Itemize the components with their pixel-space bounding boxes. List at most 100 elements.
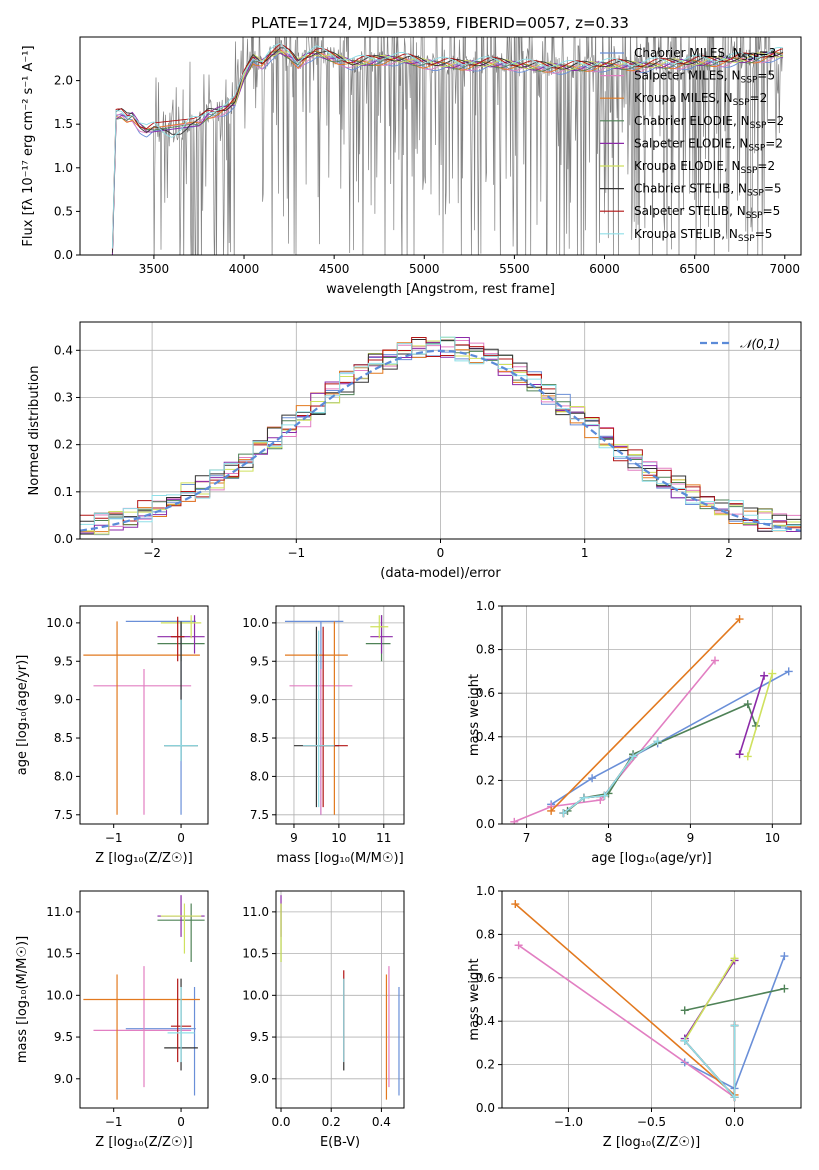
y-tick-label: 0.2 [54, 438, 73, 452]
y-tick-label: 1.0 [54, 161, 73, 175]
y-tick-label: 10.0 [46, 988, 73, 1002]
y-tick-label: 8.5 [250, 731, 269, 745]
x-tick-label: 0 [437, 546, 445, 560]
x-tick-label: 1 [581, 546, 589, 560]
x-tick-label: 7000 [770, 262, 801, 276]
plot-area [111, 37, 784, 255]
x-tick-label: 2 [725, 546, 733, 560]
y-tick-label: 0.3 [54, 390, 73, 404]
weight-marker [735, 615, 744, 624]
legend-nssp: =5 [755, 227, 773, 241]
y-tick-label: 10.0 [242, 988, 269, 1002]
weight-marker [743, 700, 752, 709]
x-tick-label: 8 [605, 831, 613, 845]
legend-entry: 𝒩(0,1) [740, 337, 780, 351]
x-tick-label: −2 [143, 546, 161, 560]
weight-marker [653, 737, 662, 746]
y-axis-label: age [log₁₀(age/yr)] [15, 655, 30, 776]
weight-marker [735, 750, 744, 759]
y-tick-label: 1.0 [476, 599, 495, 613]
x-tick-label: 4000 [229, 262, 260, 276]
plot-area [510, 615, 793, 824]
spectrum-line [112, 37, 783, 255]
axes-frame [501, 605, 802, 825]
x-tick-label: 7 [523, 831, 531, 845]
model-curve [111, 47, 784, 253]
weight-marker [780, 984, 789, 993]
model-curve [111, 49, 784, 255]
x-tick-label: 9 [687, 831, 695, 845]
y-tick-label: 9.5 [54, 1030, 73, 1044]
model-curve [234, 51, 784, 106]
y-tick-label: 9.0 [250, 693, 269, 707]
y-tick-label: 0.5 [54, 204, 73, 218]
plot-area [284, 615, 393, 815]
x-axis-label: wavelength [Angstrom, rest frame] [326, 282, 555, 297]
x-tick-label: −1.0 [554, 1115, 583, 1129]
weight-marker [514, 941, 523, 950]
legend-nssp: =2 [757, 159, 775, 173]
y-tick-label: 0.2 [476, 773, 495, 787]
x-tick-label: 6000 [589, 262, 620, 276]
x-axis-label: (data-model)/error [380, 566, 501, 581]
normal-curve [80, 349, 801, 532]
y-tick-label: 1.5 [54, 117, 73, 131]
figure-title: PLATE=1724, MJD=53859, FIBERID=0057, z=0… [251, 14, 629, 32]
legend-sub: SSP [741, 166, 758, 176]
weight-marker [710, 656, 719, 665]
legend-sub: SSP [741, 76, 758, 86]
y-tick-label: 9.5 [54, 654, 73, 668]
x-tick-label: 0 [177, 831, 185, 845]
legend-entry: Chabrier ELODIE, NSSP=2 [634, 114, 784, 131]
plot-area [83, 615, 205, 815]
y-tick-label: 0.4 [54, 343, 73, 357]
y-tick-label: 0.0 [476, 817, 495, 831]
weight-marker [760, 671, 769, 680]
weight-marker [784, 667, 793, 676]
legend-nssp: =2 [750, 91, 768, 105]
legend-sub: SSP [733, 98, 750, 108]
legend-nssp: =2 [765, 136, 783, 150]
legend-sub: SSP [747, 189, 764, 199]
x-tick-label: 4500 [319, 262, 350, 276]
y-tick-label: 11.0 [46, 905, 73, 919]
panel-mass-age: 9 10 11 7.5 8.0 8.5 9.0 9.5 10.0 mass [log₁₀(M/M☉… [242, 605, 405, 866]
y-tick-label: 0.2 [476, 1058, 495, 1072]
y-tick-label: 8.0 [250, 769, 269, 783]
x-tick-label: 0.0 [725, 1115, 744, 1129]
weight-marker [780, 952, 789, 961]
weight-marker [596, 796, 605, 805]
legend-nssp: =2 [766, 114, 784, 128]
weight-line [684, 987, 785, 1012]
weight-marker [511, 900, 520, 909]
weight-marker [730, 1093, 739, 1102]
weight-line [518, 944, 736, 1098]
x-tick-label: −1 [105, 1115, 123, 1129]
y-tick-label: 0.0 [54, 532, 73, 546]
y-tick-label: 9.5 [250, 1030, 269, 1044]
weight-marker [680, 1006, 689, 1015]
y-tick-label: 7.5 [250, 808, 269, 822]
axes-frame [275, 890, 405, 1109]
weight-marker [510, 817, 519, 824]
weight-line [684, 957, 736, 1042]
panel-residuals: −2 −1 0 1 2 0.0 0.1 0.2 0.3 0.4 (data-model)/error… [27, 321, 802, 581]
y-tick-label: 11.0 [242, 905, 269, 919]
panel-Z-weight: −1.0 −0.5 0.0 0.0 0.2 0.4 0.6 0.8 1.0 Z [log₁₀(Z/… [467, 884, 802, 1150]
y-tick-label: 1.0 [476, 884, 495, 898]
legend-entry: Chabrier MILES, NSSP=3 [634, 46, 776, 63]
y-tick-label: 8.5 [54, 731, 73, 745]
y-tick-label: 10.5 [46, 947, 73, 961]
plot-area [83, 895, 205, 1100]
y-axis-label: mass [log₁₀(M/M☉)] [15, 936, 30, 1063]
y-tick-label: 10.5 [242, 947, 269, 961]
weight-marker [680, 1036, 689, 1045]
y-tick-label: 0.1 [54, 485, 73, 499]
x-tick-label: 6500 [679, 262, 710, 276]
x-axis-label: E(B-V) [320, 1135, 360, 1150]
legend-entry: Salpeter STELIB, NSSP=5 [634, 204, 780, 221]
x-tick-label: 10 [331, 831, 346, 845]
legend-sub: SSP [746, 211, 763, 221]
